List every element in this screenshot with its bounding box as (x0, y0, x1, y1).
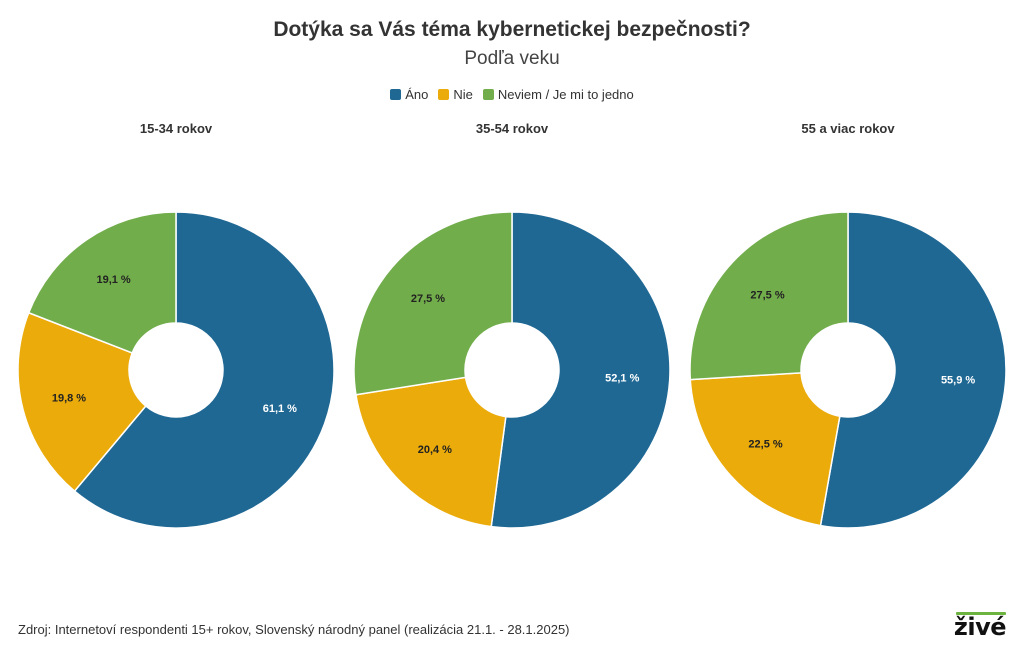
legend-item-neviem[interactable]: Neviem / Je mi to jedno (482, 87, 634, 102)
slice-55-plus-neviem[interactable] (689, 211, 849, 381)
panel-title-35-54: 35-54 rokov (475, 121, 549, 136)
legend-item-ano[interactable]: Áno (390, 87, 428, 102)
logo-accent-bar (955, 612, 1006, 615)
slice-35-54-neviem[interactable] (353, 211, 513, 396)
logo-text: živé (953, 613, 1007, 641)
data-label-55-plus-ano: 55,9 % (941, 375, 975, 387)
legend-swatch-neviem (482, 89, 494, 100)
data-label-15-34-neviem: 19,1 % (96, 274, 130, 286)
chart-title: Dotýka sa Vás téma kybernetickej bezpečn… (273, 18, 751, 41)
slice-55-plus-nie[interactable] (689, 372, 841, 527)
legend-label-neviem: Neviem / Je mi to jedno (497, 87, 634, 102)
chart-subtitle: Podľa veku (464, 48, 560, 69)
slice-35-54-nie[interactable] (355, 376, 507, 528)
data-label-55-plus-nie: 22,5 % (748, 439, 782, 451)
data-label-55-plus-neviem: 27,5 % (750, 289, 784, 301)
legend: Áno Nie Neviem / Je mi to jedno (0, 87, 1024, 102)
slice-15-34-neviem[interactable] (27, 211, 177, 354)
data-label-15-34-ano: 61,1 % (263, 403, 297, 415)
legend-item-nie[interactable]: Nie (438, 87, 473, 102)
panel-title-55-plus: 55 a viac rokov (801, 121, 895, 136)
data-label-35-54-neviem: 27,5 % (411, 293, 445, 305)
panel-title-15-34: 15-34 rokov (139, 121, 213, 136)
slice-55-plus-ano[interactable] (819, 211, 1007, 529)
legend-swatch-ano (390, 89, 402, 100)
source-note: Zdroj: Internetoví respondenti 15+ rokov… (18, 622, 570, 637)
legend-label-ano: Áno (405, 87, 429, 102)
data-label-35-54-ano: 52,1 % (605, 372, 639, 384)
slice-35-54-ano[interactable] (490, 211, 671, 529)
legend-swatch-nie (438, 89, 450, 100)
slice-15-34-nie[interactable] (17, 311, 147, 493)
data-label-15-34-nie: 19,8 % (52, 392, 86, 404)
data-label-35-54-nie: 20,4 % (418, 444, 452, 456)
slice-15-34-ano[interactable] (73, 211, 335, 529)
zive-logo: živé (953, 612, 1007, 641)
legend-label-nie: Nie (453, 87, 473, 102)
